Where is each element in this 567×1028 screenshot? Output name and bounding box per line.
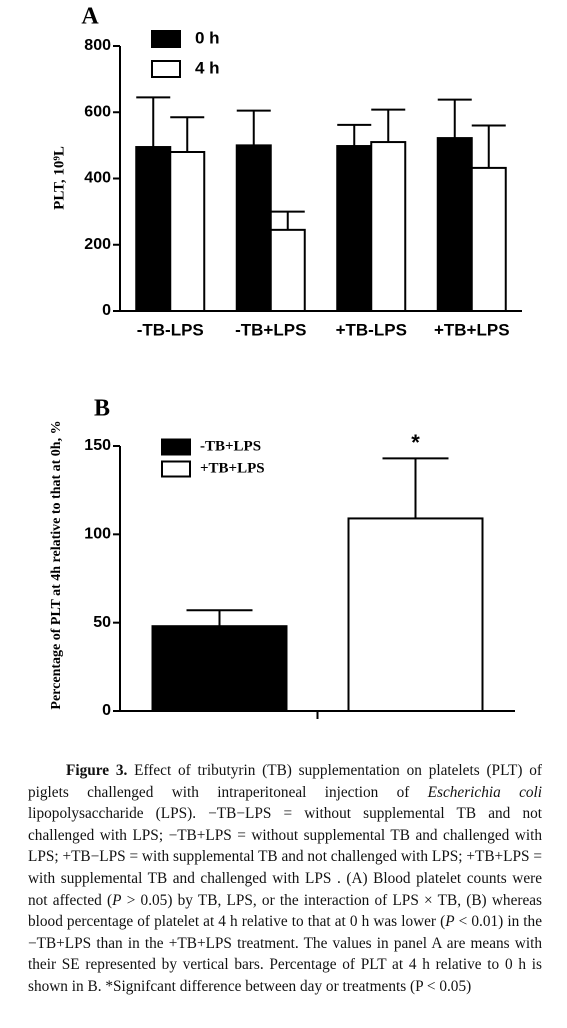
legend-label: 4 h	[195, 58, 220, 77]
legend-label: 0 h	[195, 28, 220, 47]
legend-swatch	[151, 60, 181, 78]
legend-swatch	[151, 30, 181, 48]
bar	[269, 228, 306, 312]
bar	[436, 137, 473, 312]
bar	[235, 144, 272, 312]
y-axis-title: Percentage of PLT at 4h relative to that…	[49, 420, 64, 709]
caption-italic: Escherichia coli	[427, 783, 543, 801]
bar	[470, 166, 507, 312]
caption-text: < 0.01) in the −TB+LPS than in the +TB+L…	[28, 913, 542, 995]
y-tick-label: 0	[102, 302, 111, 319]
caption: Figure 3. Effect of tributyrin (TB) supp…	[28, 760, 542, 998]
legend-swatch	[161, 460, 191, 478]
x-tick-label: +TB-LPS	[336, 320, 407, 339]
y-tick-label: 800	[84, 37, 111, 54]
y-tick-label: 200	[84, 236, 111, 253]
caption-label: Figure 3.	[66, 762, 128, 779]
bar	[135, 146, 172, 312]
legend-label: +TB+LPS	[200, 460, 265, 476]
y-tick-label: 600	[84, 103, 111, 120]
caption-text: Effect of tributyrin (TB) supplementatio…	[28, 762, 542, 801]
caption-italic: P	[445, 913, 455, 931]
x-tick-label: -TB-LPS	[137, 320, 204, 339]
y-axis-title: PLT, 10⁹L	[51, 146, 67, 210]
y-tick-label: 50	[93, 614, 111, 631]
y-tick-label: 150	[84, 437, 111, 454]
panel-label: B	[94, 396, 110, 422]
y-tick-label: 400	[84, 170, 111, 187]
bar	[169, 151, 206, 312]
caption-italic: P	[112, 891, 122, 909]
caption-text: > 0.05) by TB, LPS, or the interaction o…	[28, 891, 542, 931]
bar	[370, 141, 407, 312]
x-tick-label: +TB+LPS	[434, 320, 510, 339]
significance-mark: *	[411, 430, 420, 455]
y-tick-label: 100	[84, 526, 111, 543]
bar	[347, 517, 484, 713]
caption-text: lipopolysaccharide (LPS). −TB−LPS = with…	[28, 805, 542, 909]
legend-label: -TB+LPS	[200, 438, 261, 454]
x-tick-label: -TB+LPS	[235, 320, 306, 339]
y-tick-label: 0	[102, 702, 111, 719]
bar	[336, 145, 373, 312]
panel-label: A	[81, 4, 99, 30]
bar	[151, 625, 288, 713]
legend-swatch	[161, 438, 191, 456]
figure: A PLT, 10⁹L 0 200 400 600 800 -TB-LPS -TB+LPS +TB…	[49, 4, 522, 719]
